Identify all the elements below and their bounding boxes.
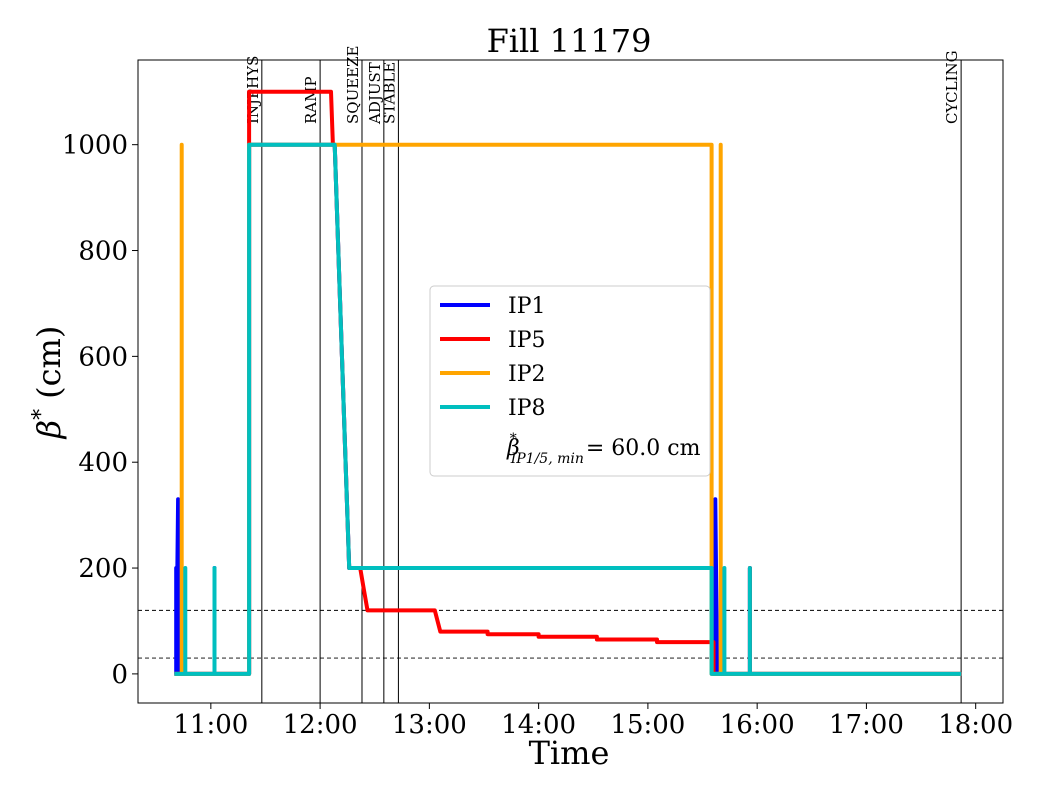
phase-label: CYCLING <box>943 50 961 124</box>
phase-label: ADJUST <box>366 62 384 125</box>
series-line-ip2 <box>174 142 962 676</box>
x-axis-label: Time <box>529 734 610 772</box>
legend-annotation-value: = 60.0 cm <box>586 436 701 461</box>
x-tick-label: 18:00 <box>938 710 1013 740</box>
x-tick-label: 11:00 <box>173 710 248 740</box>
y-axis-label-sup: * <box>29 409 54 420</box>
legend-annotation: β* IP1/5, min= 60.0 cm <box>506 431 701 467</box>
x-tick-label: 17:00 <box>829 710 904 740</box>
legend-label-ip1: IP1 <box>508 294 546 319</box>
x-tick-label: 16:00 <box>720 710 795 740</box>
y-tick-label: 1000 <box>62 131 128 161</box>
y-tick-label: 800 <box>78 237 128 267</box>
y-tick-label: 0 <box>111 660 128 690</box>
legend-box <box>429 285 711 477</box>
legend-annotation-symbol: β <box>506 436 520 461</box>
legend-label-ip8: IP8 <box>508 396 546 421</box>
phase-label: INJPHYS <box>244 56 262 124</box>
y-tick-label: 200 <box>78 554 128 584</box>
phase-label: STABLE <box>380 62 398 124</box>
y-axis-label: β* (cm) <box>29 326 68 440</box>
y-axis-label-symbol: β <box>30 420 68 440</box>
x-tick-label: 13:00 <box>392 710 467 740</box>
plot-frame <box>137 59 1004 704</box>
y-axis-label-unit: (cm) <box>30 326 68 399</box>
x-tick-label: 12:00 <box>283 710 358 740</box>
legend-label-ip5: IP5 <box>508 328 546 353</box>
phase-label: RAMP <box>302 76 320 124</box>
phase-label: SQUEEZE <box>344 46 362 125</box>
y-tick-label: 400 <box>78 448 128 478</box>
legend-annotation-sup: * <box>510 431 517 447</box>
x-tick-label: 15:00 <box>610 710 685 740</box>
legend-label-ip2: IP2 <box>508 362 546 387</box>
y-tick-label: 600 <box>78 342 128 372</box>
series-line-ip8 <box>174 142 962 676</box>
legend-annotation-sub: IP1/5, min <box>510 451 584 467</box>
legend: IP1 IP5 IP2 IP8 β* IP1/5, min= 60.0 cm <box>429 285 711 477</box>
x-tick-label: 14:00 <box>501 710 576 740</box>
chart-title: Fill 11179 <box>487 22 652 60</box>
